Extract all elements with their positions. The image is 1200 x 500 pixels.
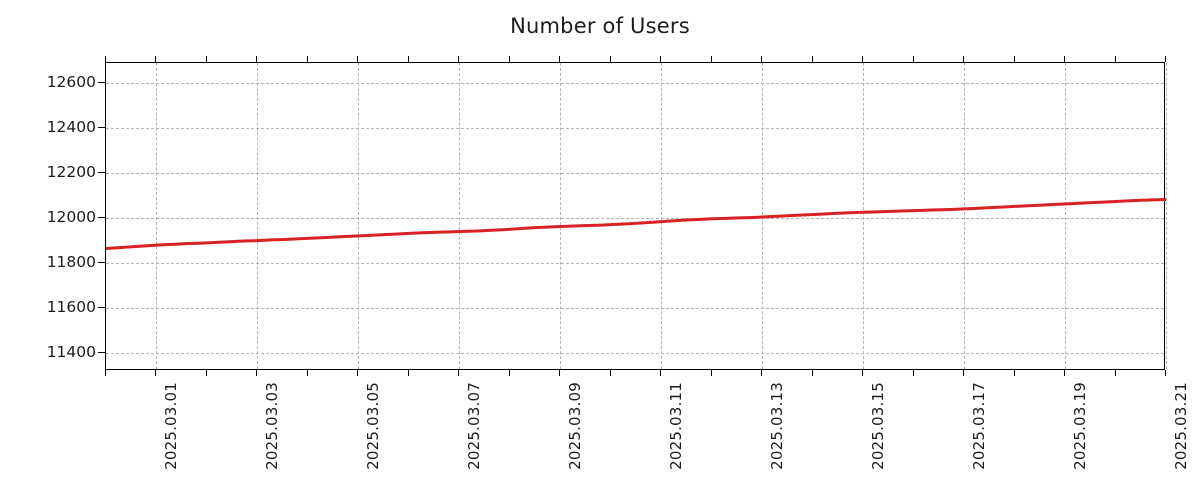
x-axis-tick-mark-top xyxy=(357,56,359,62)
x-axis-tick-mark xyxy=(205,370,207,376)
gridline-horizontal xyxy=(106,218,1164,220)
x-axis-tick-label: 2025.03.19 xyxy=(1071,382,1090,470)
x-axis-tick-mark-top xyxy=(1064,56,1066,62)
y-axis-tick-mark xyxy=(98,127,105,129)
x-axis-tick-mark-top xyxy=(1114,56,1116,62)
x-axis-tick-mark xyxy=(458,370,460,376)
x-axis-tick-mark xyxy=(1013,370,1015,376)
x-axis-tick-mark-top xyxy=(508,56,510,62)
gridline-vertical xyxy=(156,63,158,369)
x-axis-tick-mark xyxy=(761,370,763,376)
y-axis-tick-mark xyxy=(98,352,105,353)
gridline-vertical xyxy=(257,63,259,369)
gridline-vertical xyxy=(1166,63,1167,369)
gridline-vertical xyxy=(358,63,360,369)
x-axis-tick-mark-top xyxy=(710,56,712,62)
x-axis-tick-mark xyxy=(508,370,510,376)
gridline-vertical xyxy=(661,63,663,369)
line-series-users xyxy=(106,197,1166,250)
x-axis-tick-mark xyxy=(105,370,106,376)
x-axis-tick-label: 2025.03.09 xyxy=(566,382,585,470)
y-axis-tick-label: 12600 xyxy=(46,73,96,92)
y-axis-tick-mark xyxy=(98,307,105,309)
x-axis-tick-mark xyxy=(1064,370,1066,376)
x-axis-tick-mark xyxy=(710,370,712,376)
x-axis-tick-label: 2025.03.03 xyxy=(263,382,282,470)
y-axis-tick-label: 11800 xyxy=(46,253,96,272)
chart-title: Number of Users xyxy=(510,14,690,38)
x-axis-tick-mark-top xyxy=(862,56,864,62)
plot-area xyxy=(105,62,1167,370)
x-axis-tick-mark xyxy=(609,370,611,376)
x-axis-tick-mark-top xyxy=(912,56,914,62)
x-axis-tick-mark xyxy=(1165,370,1166,376)
x-axis-tick-mark-top xyxy=(963,56,965,62)
x-axis-tick-mark-top xyxy=(458,56,460,62)
x-axis-tick-mark xyxy=(1114,370,1116,376)
y-axis-tick-mark xyxy=(98,82,105,84)
y-axis-tick-label: 11600 xyxy=(46,298,96,317)
gridline-horizontal xyxy=(106,353,1164,354)
x-axis-tick-mark xyxy=(811,370,813,376)
x-axis-tick-mark-top xyxy=(407,56,409,62)
x-axis-tick-mark-top xyxy=(811,56,813,62)
gridline-vertical xyxy=(560,63,562,369)
gridline-vertical xyxy=(964,63,966,369)
x-axis-tick-mark-top xyxy=(1165,56,1166,62)
gridline-horizontal xyxy=(106,83,1164,85)
x-axis-tick-mark xyxy=(963,370,965,376)
x-axis-tick-mark xyxy=(155,370,157,376)
gridline-horizontal xyxy=(106,263,1164,265)
y-axis-tick-mark xyxy=(98,217,105,219)
x-axis-tick-mark-top xyxy=(256,56,258,62)
x-axis-tick-mark-top xyxy=(609,56,611,62)
x-axis-tick-mark xyxy=(256,370,258,376)
gridline-vertical xyxy=(863,63,865,369)
x-axis-tick-mark xyxy=(407,370,409,376)
x-axis-tick-mark-top xyxy=(205,56,207,62)
gridline-horizontal xyxy=(106,128,1164,130)
x-axis-tick-mark xyxy=(306,370,308,376)
x-axis-tick-label: 2025.03.01 xyxy=(162,382,181,470)
x-axis-tick-label: 2025.03.07 xyxy=(465,382,484,470)
x-axis-tick-mark-top xyxy=(306,56,308,62)
x-axis-tick-label: 2025.03.15 xyxy=(869,382,888,470)
y-axis-tick-mark xyxy=(98,262,105,264)
x-axis-tick-mark-top xyxy=(761,56,763,62)
x-axis-tick-mark xyxy=(862,370,864,376)
x-axis-tick-mark xyxy=(660,370,662,376)
x-axis-tick-mark-top xyxy=(660,56,662,62)
x-axis-tick-label: 2025.03.13 xyxy=(768,382,787,470)
y-axis-tick-label: 12200 xyxy=(46,163,96,182)
gridline-horizontal xyxy=(106,173,1164,175)
y-axis-tick-label: 11400 xyxy=(46,343,96,361)
x-axis-tick-label: 2025.03.17 xyxy=(970,382,989,470)
gridline-vertical xyxy=(1065,63,1067,369)
x-axis-tick-mark xyxy=(912,370,914,376)
x-axis-tick-mark xyxy=(559,370,561,376)
gridline-horizontal xyxy=(106,308,1164,310)
x-axis-tick-label: 2025.03.11 xyxy=(667,382,686,470)
gridline-vertical xyxy=(459,63,461,369)
x-axis-tick-mark-top xyxy=(559,56,561,62)
y-axis-tick-mark xyxy=(98,172,105,174)
x-axis-tick-label: 2025.03.21 xyxy=(1172,382,1190,470)
y-axis-tick-label: 12000 xyxy=(46,208,96,227)
y-axis-tick-label: 12400 xyxy=(46,118,96,137)
x-axis-tick-mark-top xyxy=(105,56,106,62)
x-axis-tick-mark-top xyxy=(155,56,157,62)
x-axis-tick-label: 2025.03.05 xyxy=(364,382,383,470)
x-axis-tick-mark-top xyxy=(1013,56,1015,62)
x-axis-tick-mark xyxy=(357,370,359,376)
